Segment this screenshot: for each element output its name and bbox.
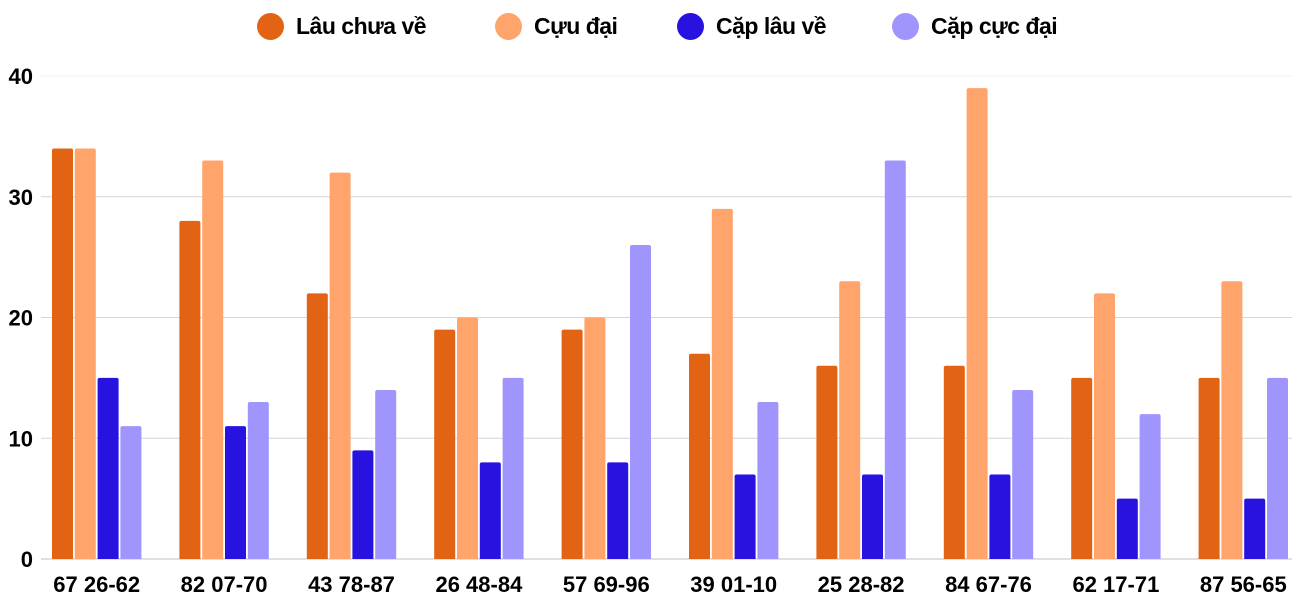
bar [306, 293, 328, 559]
bar [989, 474, 1011, 559]
bar [225, 426, 246, 559]
bar [966, 88, 988, 559]
bar [711, 208, 733, 559]
legend-item-cuu-dai[interactable]: Cựu đại [495, 8, 618, 44]
legend-swatch-icon [257, 12, 284, 40]
bar [584, 317, 606, 559]
bar [1198, 377, 1220, 559]
bar [757, 402, 779, 559]
legend-swatch-icon [892, 12, 919, 40]
x-tick-label: 26 48-84 [435, 572, 523, 597]
bar [1244, 498, 1266, 559]
bar [734, 474, 756, 559]
legend-label: Cựu đại [534, 12, 618, 39]
legend: Lâu chưa về Cựu đại Cặp lâu về Cặp cực đ… [0, 8, 1300, 44]
legend-item-cap-lau-ve[interactable]: Cặp lâu về [677, 8, 827, 44]
bar [1094, 293, 1115, 559]
bar [434, 329, 456, 559]
bar [202, 160, 224, 559]
bar [1267, 377, 1288, 559]
legend-label: Cặp cực đại [931, 12, 1058, 39]
y-tick-label: 10 [9, 426, 33, 451]
legend-label: Cặp lâu về [716, 12, 827, 39]
bar [561, 329, 583, 559]
bar [816, 365, 838, 559]
legend-item-cap-cuc-dai[interactable]: Cặp cực đại [892, 8, 1058, 44]
bar [502, 377, 524, 559]
bar [74, 148, 96, 559]
legend-label: Lâu chưa về [296, 12, 427, 39]
y-tick-label: 0 [21, 547, 33, 572]
legend-item-lau-chua-ve[interactable]: Lâu chưa về [257, 8, 427, 44]
bar [630, 245, 651, 560]
x-tick-label: 57 69-96 [563, 572, 650, 597]
bar [352, 450, 374, 559]
bar [1012, 389, 1034, 559]
bar [1116, 498, 1138, 559]
x-tick-label: 84 67-76 [945, 572, 1032, 597]
bar [120, 426, 142, 559]
bar [97, 377, 119, 559]
x-tick-label: 39 01-10 [690, 572, 777, 597]
bar [457, 317, 478, 559]
x-tick-label: 25 28-82 [818, 572, 905, 597]
bar [247, 402, 269, 559]
legend-swatch-icon [677, 12, 704, 40]
bar [1139, 414, 1161, 559]
bar [52, 148, 73, 559]
bar [607, 462, 629, 559]
bar [884, 160, 906, 559]
bar [689, 353, 710, 559]
bar [375, 389, 397, 559]
bar [329, 172, 351, 559]
bar [479, 462, 501, 559]
bar [179, 220, 201, 559]
x-tick-label: 43 78-87 [308, 572, 395, 597]
y-tick-label: 30 [9, 185, 33, 210]
bar [862, 474, 883, 559]
y-tick-label: 20 [9, 306, 33, 331]
x-tick-label: 67 26-62 [53, 572, 140, 597]
bar [943, 365, 965, 559]
y-tick-label: 40 [9, 64, 33, 89]
bar [1071, 377, 1093, 559]
x-tick-label: 62 17-71 [1072, 572, 1159, 597]
bar [1221, 281, 1243, 559]
bar [839, 281, 861, 559]
x-tick-label: 87 56-65 [1200, 572, 1287, 597]
legend-swatch-icon [495, 12, 522, 40]
x-tick-label: 82 07-70 [181, 572, 268, 597]
